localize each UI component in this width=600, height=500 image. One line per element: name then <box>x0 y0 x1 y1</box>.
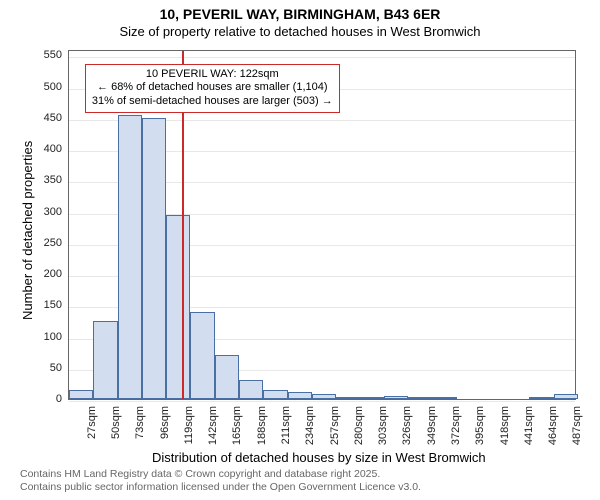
histogram-bar <box>312 394 336 399</box>
y-tick-label: 350 <box>30 174 62 186</box>
histogram-bar <box>142 118 166 399</box>
y-tick-label: 400 <box>30 143 62 155</box>
y-tick-label: 150 <box>30 299 62 311</box>
footer-line1: Contains HM Land Registry data © Crown c… <box>20 468 421 481</box>
histogram-bar <box>384 396 408 399</box>
x-tick-label: 349sqm <box>426 406 438 456</box>
histogram-bar <box>288 392 312 400</box>
annotation-line: ← 68% of detached houses are smaller (1,… <box>92 81 333 95</box>
histogram-bar <box>69 390 93 399</box>
annotation-line: 31% of semi-detached houses are larger (… <box>92 95 333 109</box>
y-tick-label: 250 <box>30 237 62 249</box>
title-line1: 10, PEVERIL WAY, BIRMINGHAM, B43 6ER <box>0 6 600 24</box>
x-tick-label: 142sqm <box>207 406 219 456</box>
y-tick-label: 0 <box>30 393 62 405</box>
title-line2: Size of property relative to detached ho… <box>0 24 600 40</box>
x-tick-label: 27sqm <box>86 406 98 456</box>
gridline <box>69 401 575 402</box>
x-tick-label: 303sqm <box>377 406 389 456</box>
annotation-box: 10 PEVERIL WAY: 122sqm← 68% of detached … <box>85 64 340 113</box>
x-tick-label: 441sqm <box>523 406 535 456</box>
histogram-bar <box>432 397 456 399</box>
x-tick-label: 372sqm <box>450 406 462 456</box>
histogram-bar <box>118 115 142 399</box>
x-tick-label: 257sqm <box>329 406 341 456</box>
footer-attribution: Contains HM Land Registry data © Crown c… <box>20 468 421 494</box>
x-tick-label: 188sqm <box>256 406 268 456</box>
histogram-bar <box>263 390 287 399</box>
annotation-line: 10 PEVERIL WAY: 122sqm <box>92 68 333 82</box>
chart-title: 10, PEVERIL WAY, BIRMINGHAM, B43 6ER Siz… <box>0 0 600 40</box>
x-tick-label: 96sqm <box>159 406 171 456</box>
x-tick-label: 119sqm <box>183 406 195 456</box>
footer-line2: Contains public sector information licen… <box>20 481 421 494</box>
x-tick-label: 73sqm <box>134 406 146 456</box>
histogram-bar <box>93 321 117 399</box>
y-tick-label: 50 <box>30 362 62 374</box>
x-tick-label: 418sqm <box>499 406 511 456</box>
x-tick-label: 395sqm <box>474 406 486 456</box>
histogram-bar <box>529 397 553 399</box>
y-tick-label: 200 <box>30 268 62 280</box>
histogram-bar <box>215 355 239 399</box>
y-tick-label: 450 <box>30 112 62 124</box>
x-tick-label: 464sqm <box>547 406 559 456</box>
histogram-bar <box>408 397 432 399</box>
y-tick-label: 100 <box>30 331 62 343</box>
x-tick-label: 165sqm <box>231 406 243 456</box>
histogram-bar <box>190 312 214 400</box>
histogram-bar <box>166 215 190 399</box>
y-tick-label: 500 <box>30 81 62 93</box>
x-tick-label: 487sqm <box>571 406 583 456</box>
y-tick-label: 550 <box>30 49 62 61</box>
gridline <box>69 57 575 58</box>
histogram-bar <box>359 397 383 399</box>
x-tick-label: 280sqm <box>353 406 365 456</box>
x-tick-label: 211sqm <box>280 406 292 456</box>
x-tick-label: 50sqm <box>110 406 122 456</box>
y-tick-label: 300 <box>30 206 62 218</box>
x-tick-label: 326sqm <box>401 406 413 456</box>
plot-area: 10 PEVERIL WAY: 122sqm← 68% of detached … <box>68 50 576 400</box>
histogram-bar <box>554 394 578 399</box>
x-tick-label: 234sqm <box>304 406 316 456</box>
histogram-bar <box>336 397 360 399</box>
histogram-bar <box>239 380 263 399</box>
y-axis-label: Number of detached properties <box>20 141 35 320</box>
